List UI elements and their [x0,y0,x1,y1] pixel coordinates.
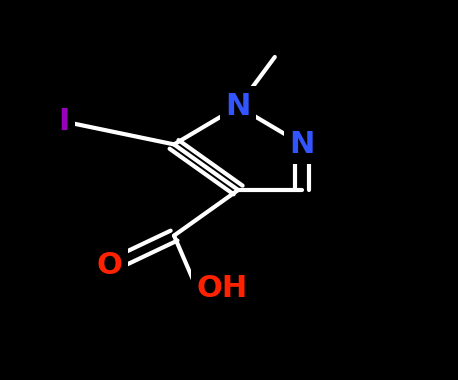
Text: N: N [289,130,315,159]
Text: I: I [59,107,70,136]
Text: N: N [225,92,251,121]
Text: OH: OH [197,274,248,303]
Text: O: O [97,252,123,280]
